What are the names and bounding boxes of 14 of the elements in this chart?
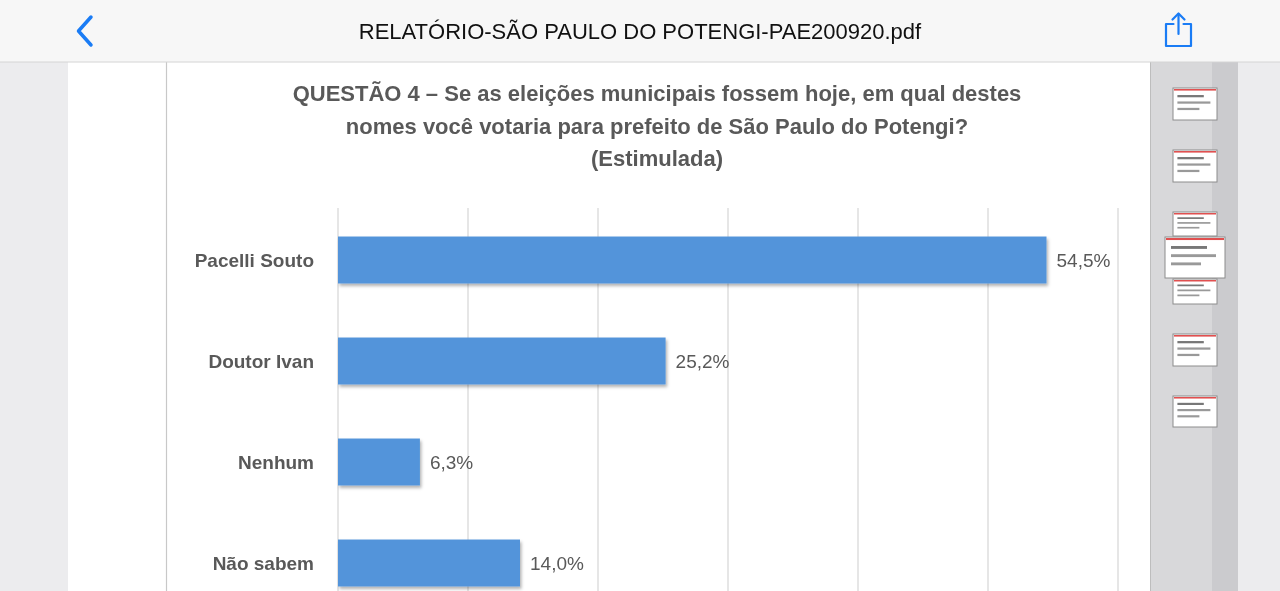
y-tick-label: Nenhum	[238, 451, 314, 473]
data-label: 25,2%	[675, 350, 730, 372]
text: RELATÓRIO-SÃO PAULO DO POTENGI-PAE200920.pdf	[358, 18, 923, 44]
chart-title: QUESTÃO 4 – Se as eleições municipais fossem hoje, em qual destes nomes você votaria para prefeito de São Paulo do Potengi? (Estimulada)	[292, 80, 1022, 171]
bar	[338, 337, 666, 385]
y-tick-label: Não sabem	[212, 552, 314, 574]
data-label: 14,0%	[530, 552, 584, 574]
y-tick-label: Pacelli Souto	[194, 249, 314, 271]
bar	[338, 236, 1047, 284]
y-tick-label: Doutor Ivan	[208, 350, 314, 372]
bar	[338, 539, 520, 587]
bar	[338, 438, 420, 486]
data-label: 54,5%	[1056, 249, 1111, 271]
data-label: 6,3%	[429, 451, 474, 473]
